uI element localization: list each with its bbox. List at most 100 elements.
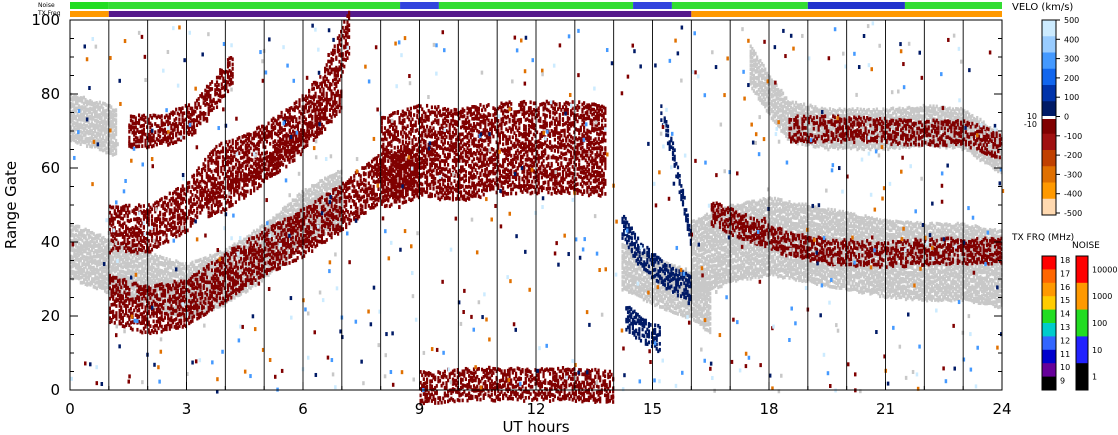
data-cell [788, 204, 791, 209]
data-cell [778, 260, 781, 264]
data-cell [76, 112, 79, 116]
data-cell [121, 253, 124, 258]
data-cell [328, 206, 332, 211]
data-cell [713, 268, 717, 272]
data-cell [247, 285, 251, 289]
data-cell [277, 242, 280, 247]
data-cell [328, 186, 332, 190]
data-cell [707, 297, 710, 302]
data-cell [775, 201, 778, 206]
data-cell [147, 281, 150, 286]
data-cell [252, 229, 256, 234]
data-cell [788, 269, 791, 274]
data-cell [764, 197, 767, 202]
noise-segment [904, 2, 1002, 9]
data-cell [760, 203, 764, 208]
data-cell [95, 233, 99, 238]
data-cell [85, 129, 89, 133]
data-cell [704, 217, 707, 222]
data-cell [98, 116, 102, 121]
data-cell [790, 239, 793, 243]
data-cell [751, 261, 754, 266]
data-cell [710, 269, 713, 274]
data-cell [87, 265, 90, 270]
data-cell [257, 229, 260, 233]
data-cell [218, 304, 222, 309]
data-cell [705, 293, 709, 297]
data-cell [264, 241, 267, 245]
data-cell [791, 226, 794, 231]
data-cell [691, 312, 694, 317]
data-cell [694, 241, 697, 246]
data-cell [705, 262, 709, 267]
data-cell [697, 312, 701, 316]
data-cell [793, 210, 796, 214]
data-cell [790, 274, 793, 278]
data-cell [283, 225, 286, 230]
data-cell [722, 233, 725, 238]
data-cell [657, 293, 660, 298]
data-cell [113, 269, 116, 274]
data-cell [783, 257, 786, 261]
data-cell [772, 199, 775, 204]
data-cell [738, 204, 741, 209]
data-cell [699, 258, 702, 263]
data-cell [92, 123, 95, 127]
data-cell [701, 247, 704, 252]
data-cell [694, 314, 697, 318]
data-cell [220, 275, 223, 279]
data-cell [649, 266, 652, 270]
data-cell [133, 293, 136, 298]
data-cell [178, 268, 181, 273]
data-cell [207, 258, 210, 263]
data-cell [252, 267, 256, 271]
data-cell [128, 262, 131, 266]
data-cell [735, 231, 738, 235]
data-cell [725, 267, 728, 272]
data-cell [665, 300, 668, 305]
data-cell [723, 260, 726, 265]
data-cell [765, 202, 768, 207]
data-cell [125, 258, 128, 262]
data-cell [70, 97, 73, 101]
data-cell [103, 285, 107, 290]
data-cell [155, 290, 158, 295]
data-cell [773, 252, 777, 256]
data-cell [139, 270, 142, 274]
data-cell [624, 279, 627, 284]
data-cell [709, 311, 712, 316]
data-cell [786, 256, 789, 261]
data-cell [788, 235, 791, 239]
data-cell [278, 264, 281, 268]
data-cell [82, 267, 86, 271]
data-cell [126, 257, 129, 262]
data-cell [257, 239, 260, 243]
data-cell [102, 248, 105, 253]
data-cell [701, 242, 704, 246]
data-cell [131, 291, 134, 295]
data-cell [705, 276, 709, 280]
data-cell [713, 225, 717, 230]
data-cell [712, 241, 715, 245]
data-cell [194, 259, 197, 264]
data-cell [754, 201, 757, 206]
data-cell [717, 280, 720, 285]
data-cell [683, 313, 686, 318]
data-cell [676, 302, 679, 306]
data-cell [92, 265, 95, 270]
data-cell [209, 277, 212, 282]
data-cell [103, 115, 106, 120]
data-cell [772, 223, 775, 227]
data-cell [738, 246, 741, 251]
data-cell [791, 212, 794, 217]
data-cell [79, 268, 82, 272]
data-cell [73, 94, 76, 99]
data-cell [722, 230, 725, 234]
data-cell [281, 234, 285, 238]
data-cell [76, 136, 79, 141]
data-cell [684, 305, 688, 310]
data-cell [709, 286, 712, 291]
data-cell [160, 255, 163, 260]
data-cell [715, 233, 718, 238]
data-cell [647, 257, 650, 261]
